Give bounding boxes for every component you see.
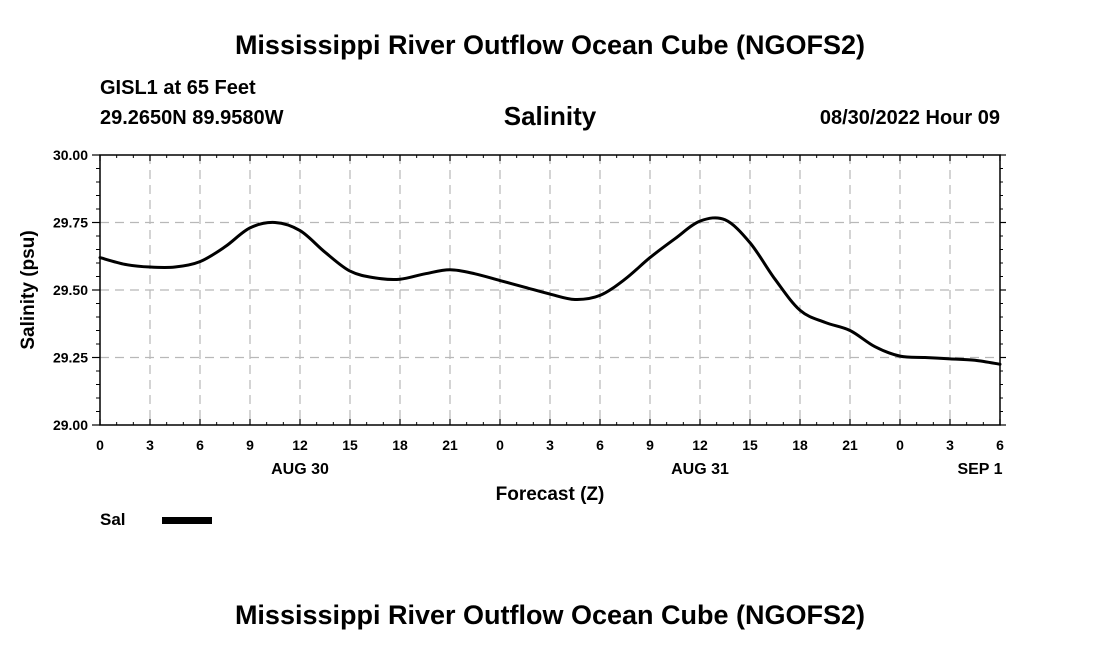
- legend-series-label: Sal: [100, 510, 126, 529]
- grid-layer: [100, 155, 1000, 425]
- x-tick-label: 0: [496, 437, 504, 453]
- x-tick-label: 12: [292, 437, 308, 453]
- x-axis-title: Forecast (Z): [496, 484, 605, 505]
- x-tick-label: 3: [946, 437, 954, 453]
- chart-subtitle: Salinity: [503, 101, 597, 131]
- x-tick-label: 3: [146, 437, 154, 453]
- tick-layer: [92, 154, 1006, 426]
- x-date-label: AUG 31: [671, 461, 729, 478]
- station-label: GISL1 at 65 Feet: [100, 77, 256, 99]
- station-coordinates: 29.2650N 89.9580W: [100, 107, 284, 129]
- x-tick-label: 6: [996, 437, 1004, 453]
- y-tick-label: 29.00: [53, 417, 88, 433]
- y-tick-label: 29.75: [53, 215, 88, 231]
- x-tick-label: 15: [742, 437, 758, 453]
- y-tick-label: 29.25: [53, 350, 88, 366]
- x-date-label: AUG 30: [271, 461, 329, 478]
- x-tick-label: 0: [896, 437, 904, 453]
- x-date-label: SEP 1: [957, 461, 1002, 478]
- x-tick-label: 6: [596, 437, 604, 453]
- x-tick-label: 21: [842, 437, 858, 453]
- x-tick-label: 21: [442, 437, 458, 453]
- series-line-sal: [98, 216, 1002, 366]
- x-tick-label: 9: [646, 437, 654, 453]
- x-tick-label: 15: [342, 437, 358, 453]
- chart-main-title: Mississippi River Outflow Ocean Cube (NG…: [234, 30, 866, 60]
- x-tick-label: 18: [392, 437, 408, 453]
- forecast-datetime: 08/30/2022 Hour 09: [819, 107, 1000, 129]
- y-tick-label: 30.00: [53, 147, 88, 163]
- x-tick-label: 3: [546, 437, 554, 453]
- series-layer: [98, 216, 1002, 366]
- x-tick-label: 9: [246, 437, 254, 453]
- x-tick-label: 18: [792, 437, 808, 453]
- x-tick-label: 12: [692, 437, 708, 453]
- label-layer: 0 3 6 9 12 15 18 21 0 3 6 9 12 15 18 21 0 3 6 30.00 29.75 29.…: [53, 147, 1004, 478]
- chart-footer-title: Mississippi River Outflow Ocean Cube (NG…: [234, 600, 866, 630]
- x-tick-label: 6: [196, 437, 204, 453]
- y-axis-title: Salinity (psu): [18, 230, 39, 349]
- x-tick-label: 0: [96, 437, 104, 453]
- y-tick-label: 29.50: [53, 282, 88, 298]
- legend-series-swatch: [162, 517, 212, 524]
